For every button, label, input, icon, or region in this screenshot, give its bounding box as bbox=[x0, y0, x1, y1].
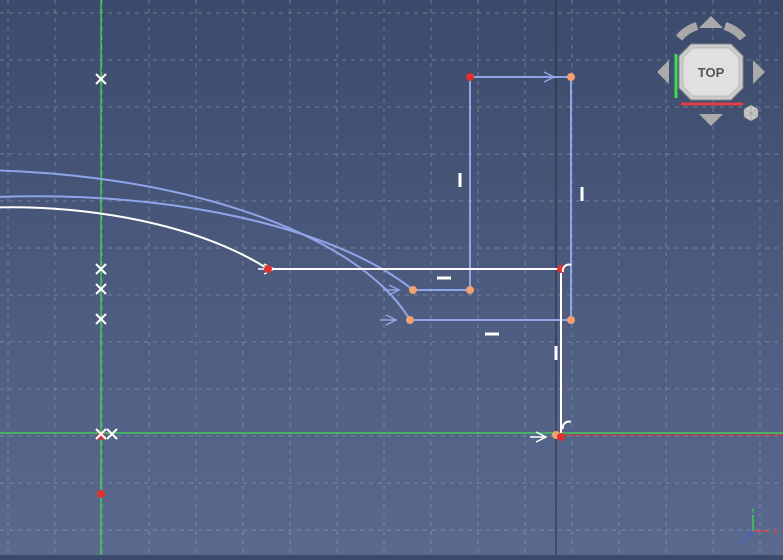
sketch-vertex[interactable] bbox=[409, 286, 417, 294]
sketch-arc[interactable] bbox=[0, 207, 268, 269]
coincident-mark-icon bbox=[107, 429, 117, 439]
sketch-geometry[interactable] bbox=[0, 72, 571, 442]
sketch-arc[interactable] bbox=[0, 170, 410, 320]
horizontal-constraint-icon[interactable] bbox=[485, 333, 499, 336]
sketch-vertex[interactable] bbox=[567, 316, 575, 324]
direction-arrow-icon bbox=[538, 72, 554, 82]
sketch-vertex[interactable] bbox=[264, 265, 272, 273]
vertical-constraint-icon[interactable] bbox=[581, 187, 584, 201]
sketch-points[interactable] bbox=[96, 73, 575, 498]
axis-x-label: x bbox=[773, 526, 777, 536]
sketch-arc[interactable] bbox=[0, 196, 413, 290]
sketch-vertex[interactable] bbox=[466, 286, 474, 294]
axis-indicator: x Y z bbox=[737, 509, 777, 549]
tangent-constraint-icon[interactable] bbox=[563, 422, 571, 429]
sketch-vertex[interactable] bbox=[567, 73, 575, 81]
sketch-vertex[interactable] bbox=[406, 316, 414, 324]
grid bbox=[0, 0, 783, 555]
vertical-constraint-icon[interactable] bbox=[555, 346, 558, 360]
axis-y-label: Y bbox=[750, 509, 756, 515]
direction-arrow-icon bbox=[380, 315, 396, 325]
sketch-vertex[interactable] bbox=[97, 490, 105, 498]
cad-viewport[interactable]: TOP x Y z bbox=[0, 0, 783, 555]
vertical-constraint-icon[interactable] bbox=[459, 173, 462, 187]
direction-arrow-icon bbox=[383, 285, 399, 295]
sketch-canvas[interactable] bbox=[0, 0, 783, 555]
axis-z-label: z bbox=[739, 536, 744, 546]
sketch-vertex[interactable] bbox=[466, 73, 474, 81]
sketch-vertex[interactable] bbox=[557, 433, 565, 441]
horizontal-constraint-icon[interactable] bbox=[437, 277, 451, 280]
